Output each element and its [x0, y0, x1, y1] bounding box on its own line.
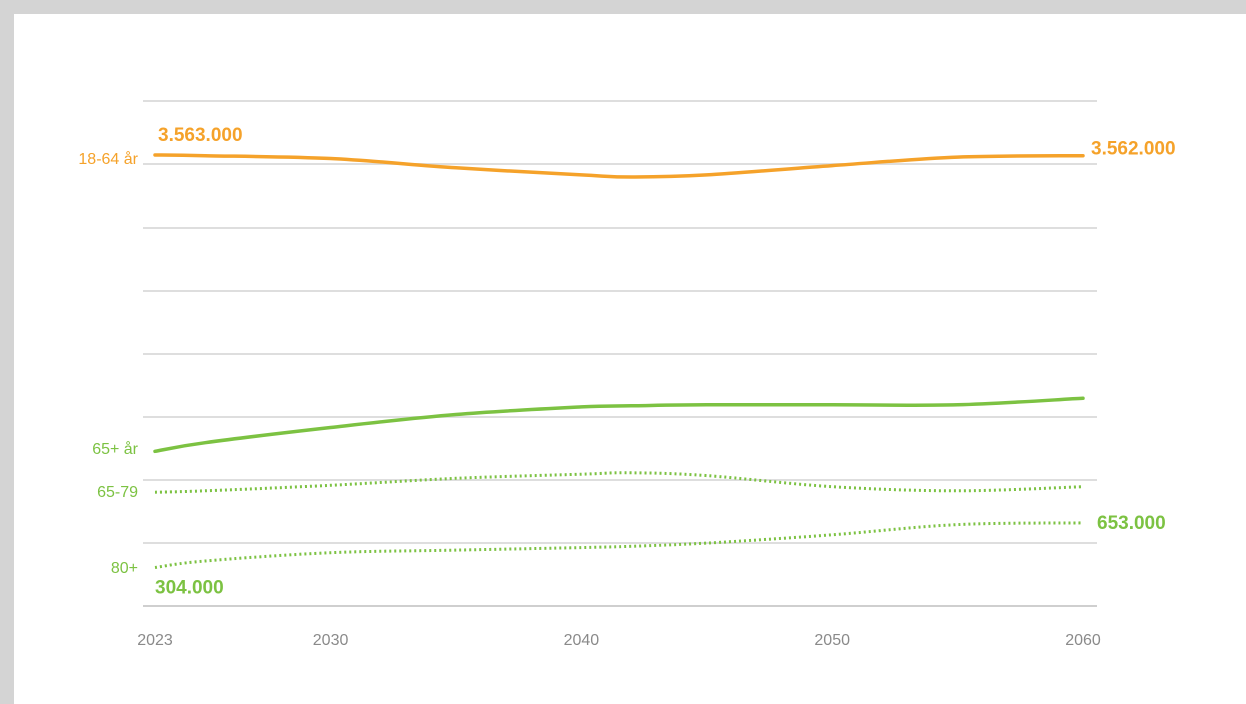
- value-annotation: 3.563.000: [158, 125, 243, 146]
- series-label: 18-64 år: [78, 150, 138, 168]
- x-tick-label: 2023: [137, 632, 173, 649]
- value-annotation: 304.000: [155, 577, 224, 598]
- x-tick-label: 2060: [1065, 632, 1101, 649]
- x-tick-label: 2040: [564, 632, 600, 649]
- series-label: 65-79: [97, 484, 138, 501]
- series-label: 80+: [111, 560, 138, 577]
- value-annotation: 653.000: [1097, 513, 1166, 534]
- chart-panel: [14, 14, 1246, 704]
- series-line-0: [153, 153, 1085, 179]
- series-line-2: [154, 471, 1084, 494]
- x-tick-label: 2050: [814, 632, 850, 649]
- series-lines: [153, 153, 1085, 569]
- series-line-3: [154, 521, 1084, 569]
- x-tick-label: 2030: [313, 632, 349, 649]
- gridlines: [143, 100, 1097, 607]
- series-label: 65+ år: [92, 440, 138, 458]
- series-line-1: [153, 396, 1085, 454]
- value-annotation: 3.562.000: [1091, 139, 1176, 160]
- labels: 2023 2030 2040 2050 2060 18-64 år 65+ år 65-79 8…: [78, 125, 1175, 649]
